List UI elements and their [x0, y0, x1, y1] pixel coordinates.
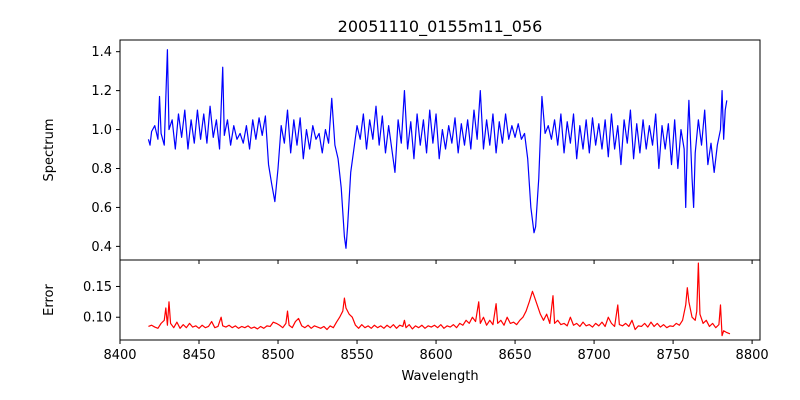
- error-x-tick-label: 8600: [420, 348, 453, 363]
- error-x-tick-label: 8400: [103, 348, 136, 363]
- spectrum-y-tick-label: 1.0: [91, 123, 112, 138]
- error-x-tick-label: 8650: [499, 348, 532, 363]
- x-axis-label: Wavelength: [401, 369, 478, 384]
- error-axes-frame: [119, 259, 761, 341]
- spectrum-series-line: [147, 49, 728, 249]
- error-x-tick-label: 8500: [261, 348, 294, 363]
- error-y-axis-label: Error: [42, 284, 57, 316]
- error-y-tick-label: 0.15: [83, 280, 112, 295]
- chart-title: 20051110_0155m11_056: [338, 17, 543, 37]
- spectrum-ticks: 0.4 0.6 0.8 1.0 1.2 1.4: [91, 45, 753, 264]
- spectrum-y-tick-label: 0.4: [91, 240, 112, 255]
- spectrum-y-tick-label: 1.2: [91, 84, 112, 99]
- spectrum-y-axis-label: Spectrum: [42, 119, 57, 182]
- error-series-line: [148, 262, 731, 337]
- error-x-tick-label: 8450: [182, 348, 215, 363]
- error-x-tick-label: 8750: [657, 348, 690, 363]
- error-ticks: 0.10 0.15 8400 8450 8500 8550 8600 8650 8700 8750…: [83, 280, 769, 363]
- spectrum-y-tick-label: 0.8: [91, 162, 112, 177]
- error-panel: 0.10 0.15 8400 8450 8500 8550 8600 8650 8700 8750…: [42, 259, 769, 384]
- spectrum-y-tick-label: 1.4: [91, 45, 112, 60]
- spectrum-y-tick-label: 0.6: [91, 201, 112, 216]
- error-x-tick-label: 8550: [340, 348, 373, 363]
- error-y-tick-label: 0.10: [83, 311, 112, 326]
- spectrum-panel: 0.4 0.6 0.8 1.0 1.2 1.4 Spectrum: [42, 39, 761, 264]
- error-x-tick-label: 8800: [736, 348, 769, 363]
- error-x-tick-label: 8700: [578, 348, 611, 363]
